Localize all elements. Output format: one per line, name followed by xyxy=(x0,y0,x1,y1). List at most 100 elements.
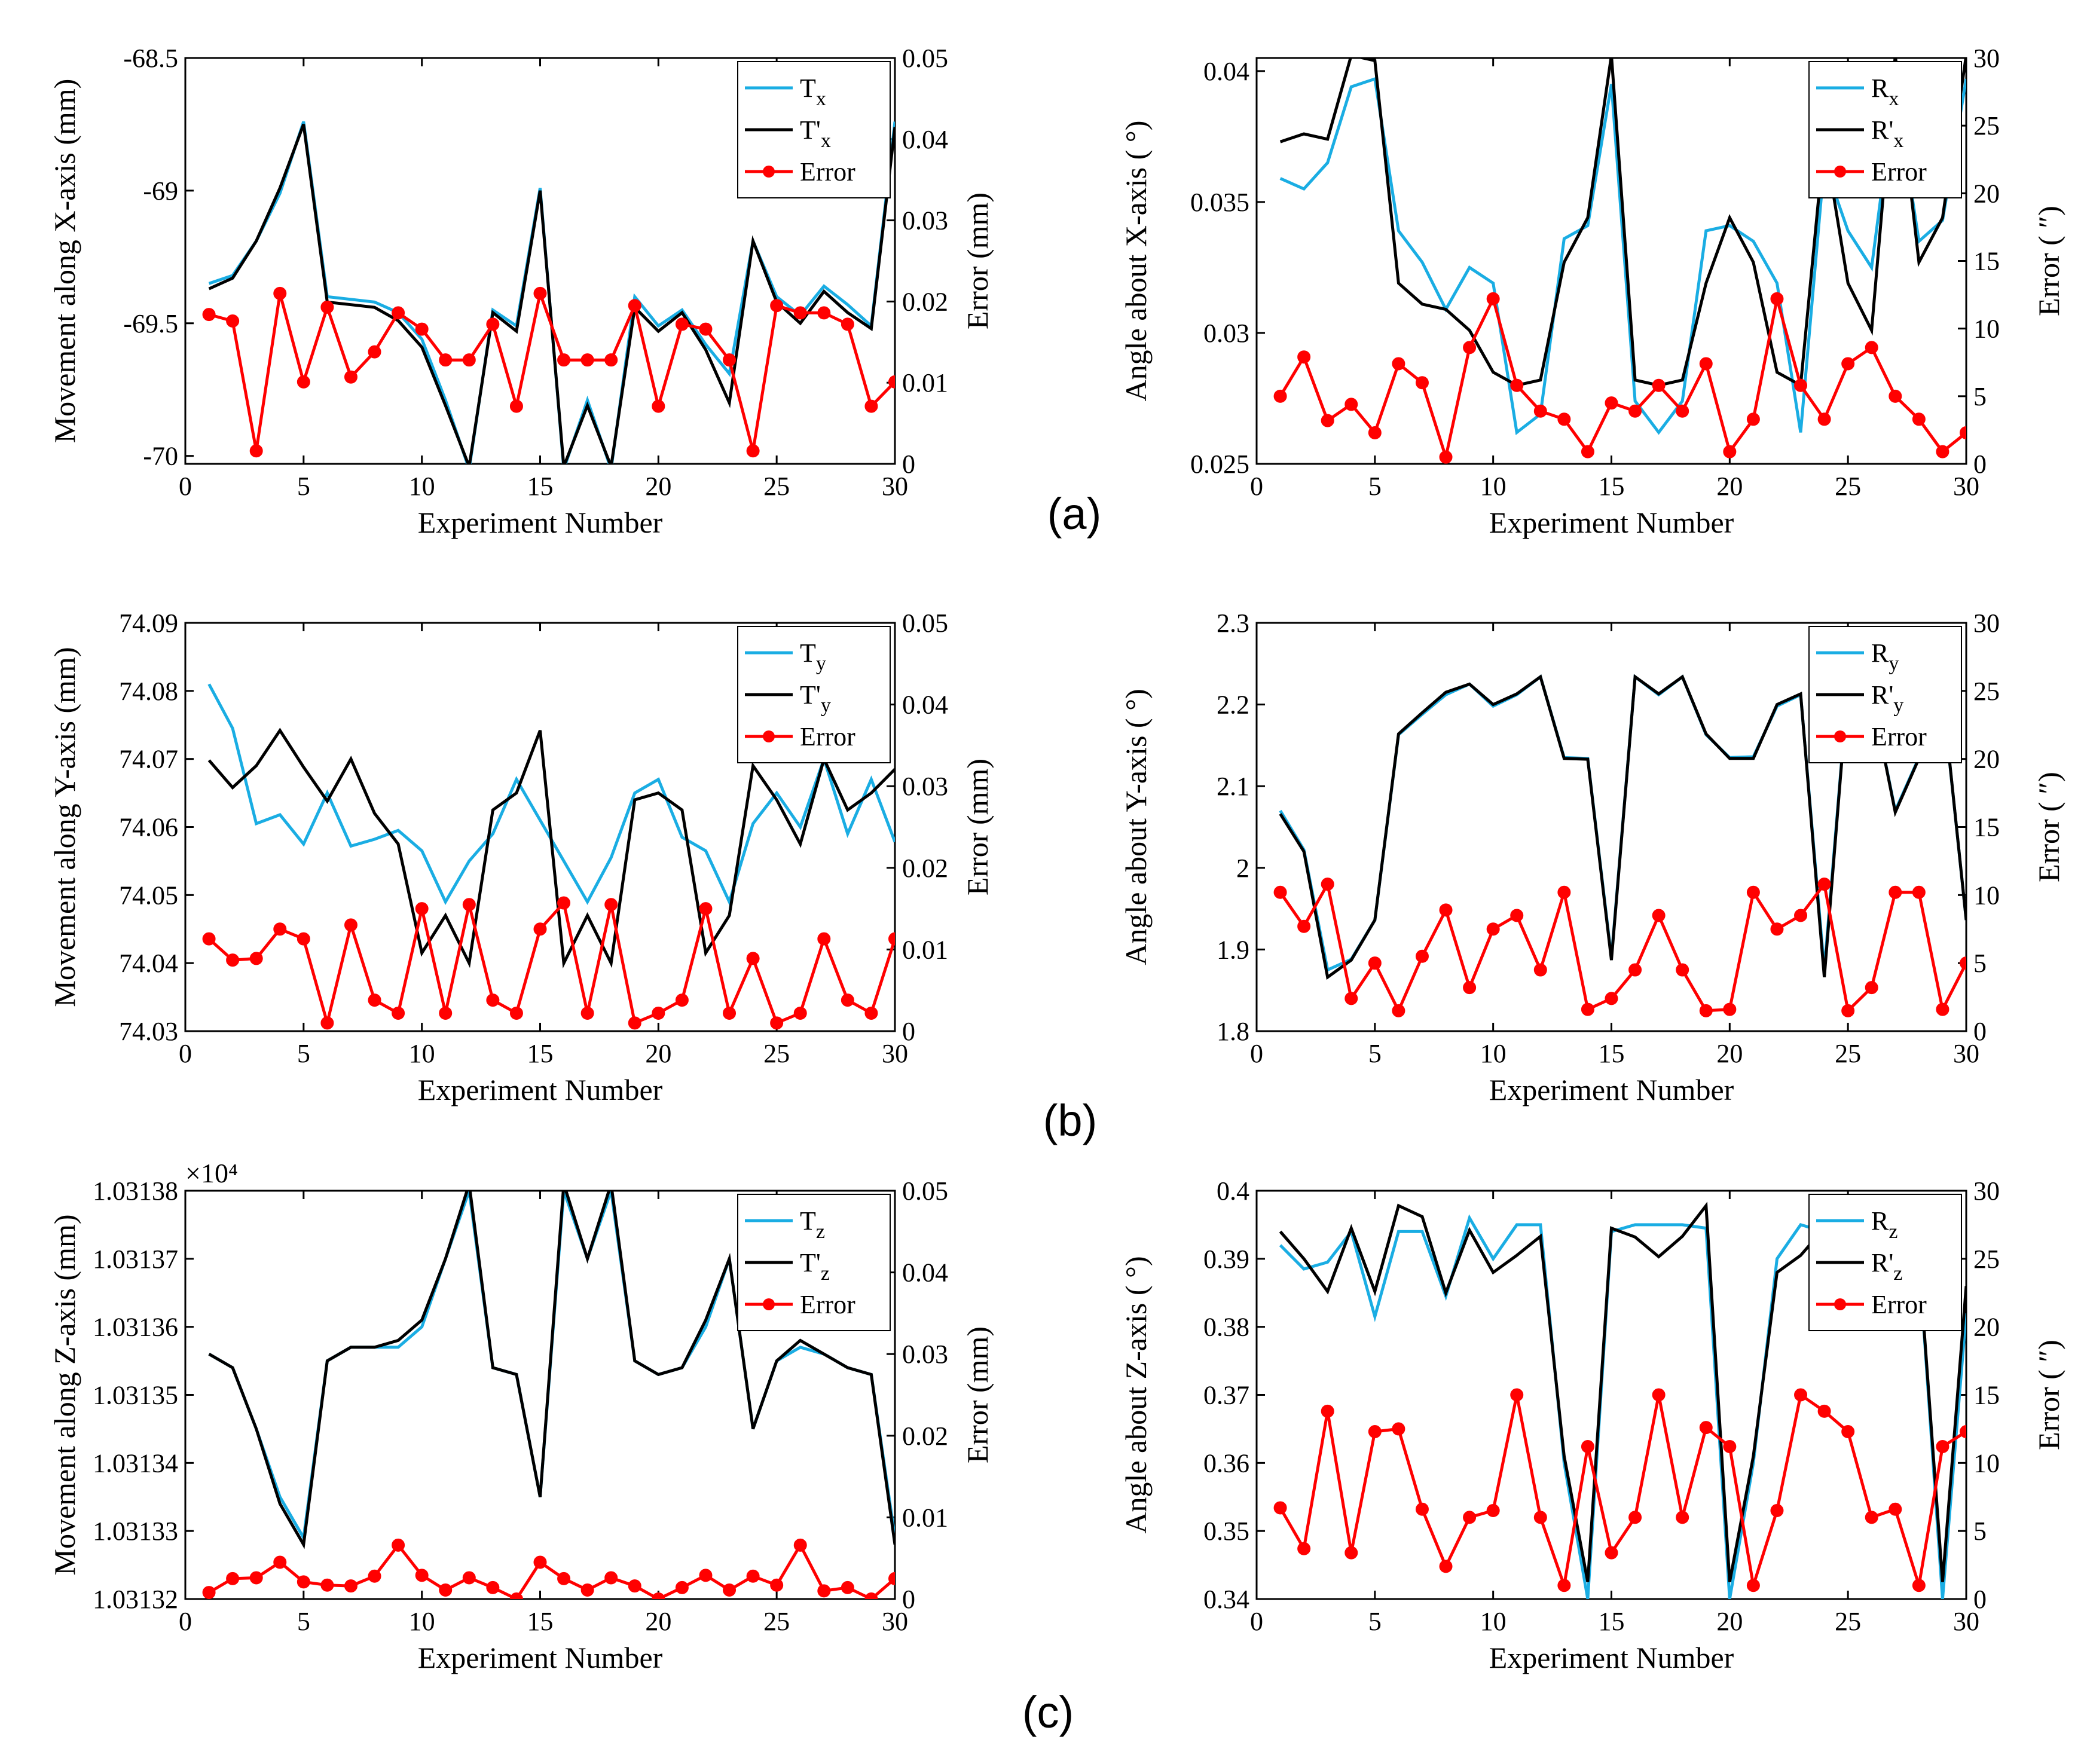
chart-ry-x-tick-label: 25 xyxy=(1835,1039,1861,1068)
chart-ty-error-point xyxy=(226,953,240,967)
chart-ry-error-point xyxy=(1533,963,1547,977)
chart-ty-error-point xyxy=(675,993,689,1007)
chart-rz-error-point xyxy=(1463,1511,1477,1524)
chart-ty-x-tick-label: 5 xyxy=(297,1039,310,1068)
chart-ry-y-tick-label: 2 xyxy=(1236,854,1249,883)
chart-rz-y-tick-label: 0.37 xyxy=(1203,1381,1249,1410)
chart-tz-legend-label: T'z xyxy=(800,1248,830,1285)
chart-rz-error-point xyxy=(1912,1579,1926,1592)
chart-rz-legend-marker xyxy=(1834,1298,1846,1310)
chart-ty-error-point xyxy=(793,1006,807,1020)
chart-tz-x-tick-label: 25 xyxy=(763,1607,790,1636)
chart-tx-x-tick-label: 10 xyxy=(409,472,435,501)
chart-rx-error-point xyxy=(1817,412,1831,426)
chart-rx-x-tick-label: 0 xyxy=(1250,472,1263,501)
chart-ry-x-tick-label: 20 xyxy=(1716,1039,1743,1068)
chart-rx-error-point xyxy=(1392,357,1405,371)
chart-tz-legend-label: Tz xyxy=(800,1206,825,1243)
chart-tx-error-point xyxy=(320,300,334,314)
chart-ty-error-point xyxy=(509,1006,523,1020)
chart-rz-y-tick-label: 0.36 xyxy=(1203,1448,1249,1478)
chart-tz-y-tick-label: 1.03135 xyxy=(93,1381,178,1410)
chart-ry-error-point xyxy=(1581,1002,1594,1016)
chart-ry-x-tick-label: 15 xyxy=(1599,1039,1625,1068)
chart-tz-error-point xyxy=(841,1580,854,1594)
chart-ry-error-point xyxy=(1865,981,1878,995)
panel-label-b: (b) xyxy=(1043,1096,1097,1145)
chart-ry-x-tick-label: 10 xyxy=(1480,1039,1507,1068)
chart-ry-error-point xyxy=(1486,922,1500,936)
chart-tz-y2-tick-label: 0.01 xyxy=(902,1503,948,1532)
chart-ty-error-point xyxy=(699,902,713,916)
chart-rz-error-point xyxy=(1273,1501,1287,1515)
chart-tx-legend: Tx T'x Error xyxy=(737,61,891,198)
chart-ry-y-tick-label: 2.2 xyxy=(1217,690,1249,720)
chart-rz-x-tick-label: 5 xyxy=(1368,1607,1382,1636)
chart-tx-y2-tick-label: 0 xyxy=(902,450,915,479)
chart-tz-y-tick-label: 1.03134 xyxy=(93,1448,178,1478)
chart-rz-error-point xyxy=(1676,1511,1689,1524)
chart-rx-error-point xyxy=(1794,378,1808,392)
chart-ty-legend-label: T'y xyxy=(800,680,831,717)
chart-ty-x-label: Experiment Number xyxy=(418,1073,663,1106)
chart-ry-y2-tick-label: 0 xyxy=(1973,1017,1987,1046)
chart-rx-x-tick-label: 30 xyxy=(1953,472,1979,501)
chart-rx-error-point xyxy=(1723,445,1737,458)
chart-rz-y-tick-label: 0.38 xyxy=(1203,1313,1249,1342)
chart-tz-legend: Tz T'z Error xyxy=(737,1194,891,1331)
chart-ty-error-point xyxy=(557,896,571,910)
chart-tz-error-point xyxy=(462,1571,476,1585)
chart-rx-y-tick-label: 0.025 xyxy=(1190,450,1249,479)
chart-rx-error-point xyxy=(1889,389,1902,403)
chart-tz-error-point xyxy=(557,1572,571,1585)
chart-rz-y2-tick-label: 0 xyxy=(1973,1585,1987,1614)
chart-tx-error-point xyxy=(888,375,895,389)
chart-rx-y2-tick-label: 20 xyxy=(1973,179,2000,208)
chart-rx-y2-tick-label: 10 xyxy=(1973,314,2000,344)
chart-ty-y-tick-label: 74.09 xyxy=(119,609,178,638)
chart-rz-error-point xyxy=(1368,1424,1382,1438)
chart-rx-y2-tick-label: 25 xyxy=(1973,111,2000,140)
chart-ry-error-point xyxy=(1652,909,1666,922)
chart-ry-error-point xyxy=(1557,885,1571,899)
chart-rx-series-measured-line xyxy=(1279,77,1966,435)
chart-tz-plot-area xyxy=(202,1191,895,1599)
chart-ty-x-tick-label: 15 xyxy=(527,1039,554,1068)
chart-rx-x-tick-label: 15 xyxy=(1599,472,1625,501)
chart-ty-error-point xyxy=(746,952,760,965)
chart-ty-error-point xyxy=(533,922,547,936)
chart-ty-error-point xyxy=(628,1016,641,1030)
chart-tx-error-point xyxy=(439,353,453,367)
chart-tx-error-point xyxy=(675,317,689,331)
chart-tz-error-point xyxy=(652,1592,665,1599)
chart-tx-x-tick-label: 30 xyxy=(882,472,908,501)
chart-tz-error-point xyxy=(226,1572,240,1585)
chart-ry-y-tick-label: 2.1 xyxy=(1217,772,1249,801)
chart-ty-y2-tick-label: 0.05 xyxy=(902,609,948,638)
chart-rx-x-label: Experiment Number xyxy=(1489,506,1734,539)
chart-ty-error-point xyxy=(486,993,500,1007)
chart-ty-error-point xyxy=(249,952,263,965)
chart-ty-y2-tick-label: 0 xyxy=(902,1017,915,1046)
chart-tz-y2-tick-label: 0 xyxy=(902,1585,915,1614)
chart-rz-legend-label: R'z xyxy=(1871,1248,1902,1285)
chart-ty-legend-label: Error xyxy=(800,722,855,751)
chart-rx-error-point xyxy=(1699,357,1713,371)
chart-ry-error-point xyxy=(1676,963,1689,977)
chart-tx-error-point xyxy=(368,345,381,359)
chart-tx-error-point xyxy=(557,353,571,367)
chart-ty-y-tick-label: 74.03 xyxy=(119,1017,178,1046)
chart-tz-error-point xyxy=(580,1583,594,1597)
chart-rz-x-tick-label: 0 xyxy=(1250,1607,1263,1636)
chart-rx-y2-tick-label: 5 xyxy=(1973,382,1987,411)
chart-tz-legend-label: Error xyxy=(800,1290,855,1319)
chart-tz-error-point xyxy=(533,1555,547,1569)
chart-tx-error-point xyxy=(770,299,784,313)
chart-ty-y2-tick-label: 0.03 xyxy=(902,772,948,801)
chart-tx-legend-marker xyxy=(763,166,775,178)
chart-ty-error-point xyxy=(888,932,895,946)
chart-rz-y-tick-label: 0.35 xyxy=(1203,1517,1249,1546)
chart-rx-series-computed-line xyxy=(1279,58,1966,388)
chart-rz-x-tick-label: 30 xyxy=(1953,1607,1979,1636)
chart-ty-error-point xyxy=(344,918,357,932)
